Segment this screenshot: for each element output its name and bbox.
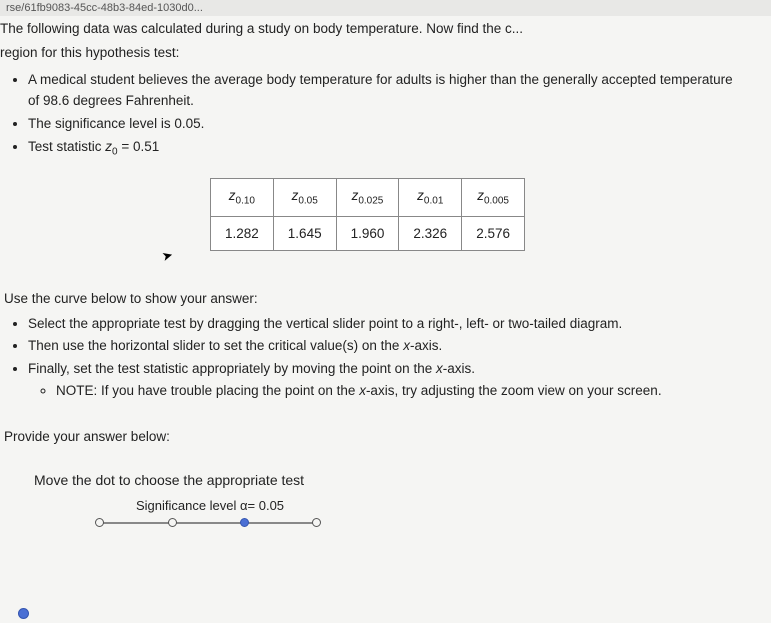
z-header-1: z0.05 bbox=[273, 179, 336, 217]
bullet-significance: The significance level is 0.05. bbox=[28, 114, 759, 135]
z-value-4: 2.576 bbox=[462, 217, 525, 251]
significance-label: Significance level α= 0.05 bbox=[60, 498, 360, 513]
z-value-table: z0.10 z0.05 z0.025 z0.01 z0.005 1.282 1.… bbox=[210, 178, 525, 251]
bullet-claim: A medical student believes the average b… bbox=[28, 70, 759, 112]
instruction-list: Select the appropriate test by dragging … bbox=[28, 314, 759, 401]
z-value-2: 1.960 bbox=[336, 217, 399, 251]
instruction-2: Then use the horizontal slider to set th… bbox=[28, 336, 759, 356]
intro-line-1: The following data was calculated during… bbox=[0, 20, 759, 38]
z-header-0: z0.10 bbox=[211, 179, 274, 217]
z-header-4: z0.005 bbox=[462, 179, 525, 217]
slider-tick-1[interactable] bbox=[168, 518, 177, 527]
z-table-value-row: 1.282 1.645 1.960 2.326 2.576 bbox=[211, 217, 525, 251]
z-value-1: 1.645 bbox=[273, 217, 336, 251]
z-table-header-row: z0.10 z0.05 z0.025 z0.01 z0.005 bbox=[211, 179, 525, 217]
hypothesis-bullets: A medical student believes the average b… bbox=[28, 70, 759, 160]
curve-heading: Use the curve below to show your answer: bbox=[4, 291, 759, 306]
z-value-0: 1.282 bbox=[211, 217, 274, 251]
bullet-claim-line1: A medical student believes the average b… bbox=[28, 72, 733, 87]
intro-line-2: region for this hypothesis test: bbox=[0, 44, 759, 62]
slider-tick-2-selected[interactable] bbox=[240, 518, 249, 527]
z-value-3: 2.326 bbox=[399, 217, 462, 251]
slider-track-line bbox=[100, 522, 320, 524]
instruction-1: Select the appropriate test by dragging … bbox=[28, 314, 759, 334]
slider-tick-0[interactable] bbox=[95, 518, 104, 527]
slider-tick-3[interactable] bbox=[312, 518, 321, 527]
bullet-test-stat: Test statistic z0 = 0.51 bbox=[28, 137, 759, 160]
url-fragment: rse/61fb9083-45cc-48b3-84ed-1030d0... bbox=[0, 0, 771, 16]
page-content: The following data was calculated during… bbox=[0, 16, 771, 530]
move-dot-label: Move the dot to choose the appropriate t… bbox=[34, 472, 759, 488]
significance-slider-group: Significance level α= 0.05 bbox=[60, 498, 360, 530]
vertical-slider-handle[interactable] bbox=[18, 608, 29, 619]
z-header-2: z0.025 bbox=[336, 179, 399, 217]
bullet-claim-line2: of 98.6 degrees Fahrenheit. bbox=[28, 93, 194, 108]
z-header-3: z0.01 bbox=[399, 179, 462, 217]
significance-slider[interactable] bbox=[100, 516, 320, 530]
answer-label: Provide your answer below: bbox=[4, 429, 759, 444]
instruction-3: Finally, set the test statistic appropri… bbox=[28, 359, 759, 402]
instruction-note: NOTE: If you have trouble placing the po… bbox=[56, 381, 759, 401]
